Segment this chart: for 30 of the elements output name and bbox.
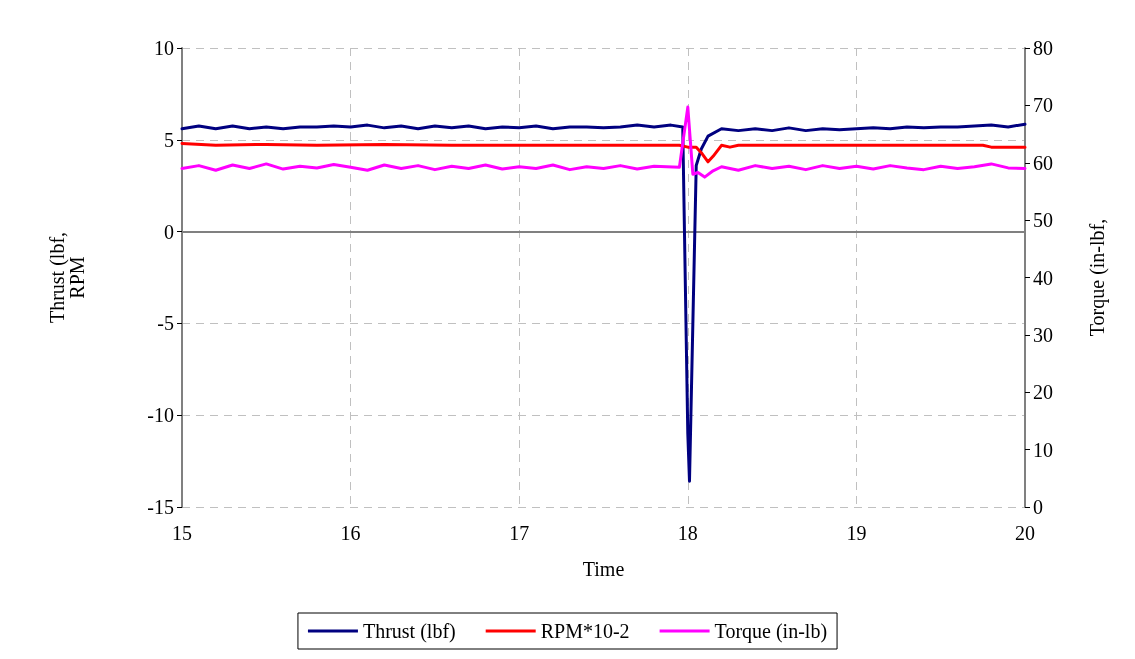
y2-axis-title: Torque (in-lbf, (1086, 218, 1109, 337)
y-tick-label: 0 (164, 220, 174, 243)
y-axis-title: Thrust (lbf, RPM (46, 231, 88, 324)
y2-tick-label: 40 (1033, 266, 1053, 289)
y2-tick-label: 50 (1033, 209, 1053, 232)
y-tick-label: -5 (157, 312, 174, 335)
y2-tick-label: 20 (1033, 381, 1053, 404)
legend-label: Torque (in-lb) (714, 620, 828, 643)
y2-tick-label: 10 (1033, 438, 1053, 461)
y2-tick-label: 0 (1033, 496, 1043, 518)
x-tick-label: 19 (846, 522, 867, 544)
x-tick-label: 20 (1015, 522, 1035, 544)
y-tick-label: -15 (147, 496, 174, 518)
x-tick-label: 15 (172, 522, 192, 544)
y-tick-label: 5 (164, 128, 174, 151)
y-tick-label: 10 (154, 37, 174, 59)
x-axis-title: Time (582, 558, 625, 580)
x-tick-label: 18 (677, 522, 698, 544)
x-tick-label: 16 (340, 522, 361, 544)
legend-label: Thrust (lbf) (362, 620, 456, 643)
line-series (180, 122, 1027, 483)
y2-tick-label: 30 (1033, 323, 1053, 346)
line-series (180, 105, 1027, 179)
y2-tick-label: 60 (1033, 151, 1053, 174)
y2-tick-label: 70 (1033, 94, 1053, 117)
x-tick-label: 17 (509, 522, 530, 544)
y-tick-label: -10 (147, 404, 174, 427)
legend-label: RPM*10-2 (540, 620, 630, 642)
line-series (180, 141, 1027, 164)
y2-tick-label: 80 (1033, 37, 1053, 59)
